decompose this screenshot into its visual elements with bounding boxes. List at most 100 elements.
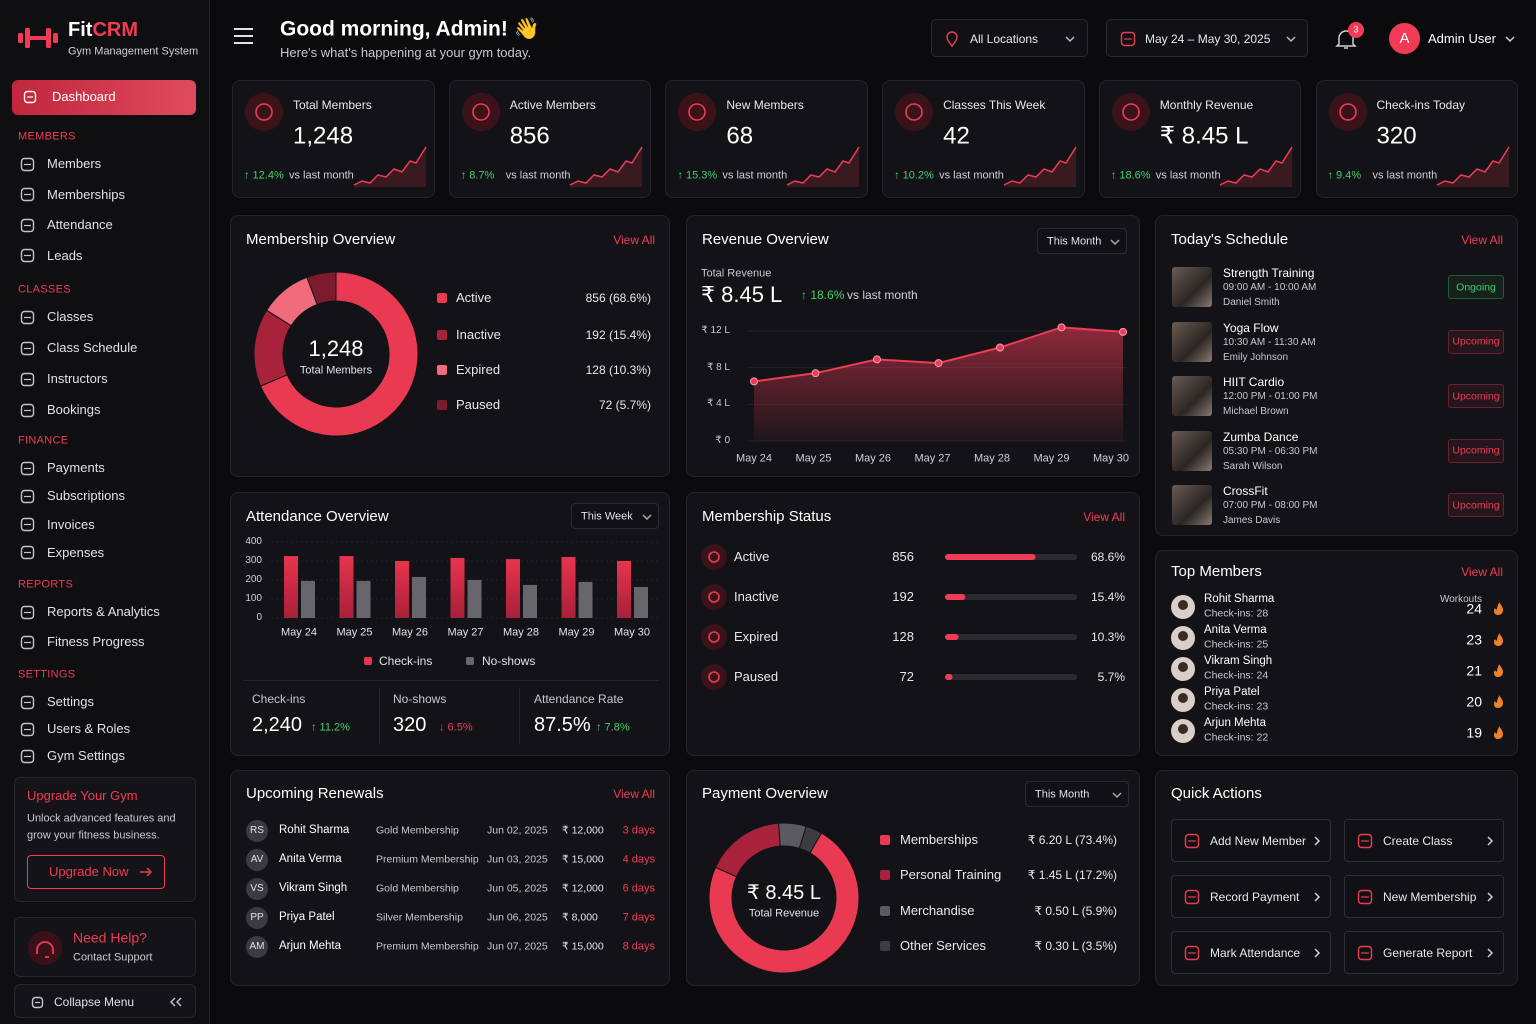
nav-item[interactable]: Bookings [12, 397, 196, 423]
stat-value: 2,240 [252, 714, 303, 736]
filter-label: This Month [1047, 235, 1102, 248]
renewal-date: Jun 03, 2025 [487, 853, 548, 866]
y-tick-label: 300 [245, 555, 262, 566]
nav-item[interactable]: Gym Settings [12, 743, 196, 769]
logo-text: FitCRM [68, 18, 138, 42]
renewal-name: Priya Patel [279, 911, 335, 924]
notification-count: 3 [1353, 24, 1359, 35]
help-card[interactable]: Need Help? Contact Support [14, 917, 196, 977]
x-tick-label: May 26 [854, 452, 892, 465]
member-avatar [1178, 631, 1188, 641]
quick-action-button[interactable]: Mark Attendance [1171, 931, 1331, 974]
class-thumbnail [1172, 321, 1212, 362]
filter-select[interactable]: This Month [1037, 228, 1127, 254]
graphic [946, 31, 958, 48]
nav-label: Subscriptions [47, 488, 126, 504]
quick-action-button[interactable]: New Membership [1344, 875, 1504, 918]
location-select[interactable]: All Locations [931, 19, 1088, 57]
nav-item[interactable]: Members [12, 151, 196, 177]
quick-action-button[interactable]: Create Class [1344, 819, 1504, 862]
payment-overview: Payment Overview This Month ₹ 8.45 L Total … [686, 770, 1140, 986]
graphic [20, 403, 34, 417]
link-label: View All [1461, 564, 1503, 579]
logo-icon [18, 33, 23, 43]
filter-select[interactable]: This Week [571, 503, 659, 529]
kpi-icon [1111, 93, 1150, 131]
date-select[interactable]: May 24 – May 30, 2025 [1106, 19, 1308, 57]
renewal-date: Jun 02, 2025 [487, 824, 548, 837]
graphic [353, 146, 427, 187]
tagline: Gym Management System [68, 45, 199, 58]
nav-item[interactable]: Expenses [12, 540, 196, 566]
nav-active[interactable]: Dashboard [12, 80, 196, 115]
quick-action-button[interactable]: Add New Member [1171, 819, 1331, 862]
graphic [678, 93, 717, 131]
renewal-date: Jun 06, 2025 [487, 911, 548, 924]
sparkline-area [1437, 147, 1510, 187]
renewal-initials: RS [250, 825, 264, 836]
graphic [1220, 146, 1294, 187]
nav-item[interactable]: Users & Roles [12, 716, 196, 742]
notifications[interactable]: 3 [1334, 22, 1364, 54]
point [1057, 323, 1066, 332]
legend-swatch [880, 940, 890, 951]
kpi-note: vs last month [939, 169, 1004, 182]
user-menu[interactable]: A Admin User [1388, 22, 1520, 56]
renewal-name: Anita Verma [279, 853, 342, 866]
total-change: ↑ 18.6% [801, 287, 845, 302]
bar [945, 594, 966, 600]
nav-item[interactable]: Class Schedule [12, 335, 196, 361]
kpi-icon [1338, 103, 1357, 121]
nav-item[interactable]: Attendance [12, 212, 196, 238]
nav-section: CLASSES [18, 283, 71, 296]
kpi-change: ↑ 8.7% [460, 169, 495, 182]
nav-item[interactable]: Payments [12, 455, 196, 481]
kpi-icon [678, 93, 717, 131]
quick-action-button[interactable]: Generate Report [1344, 931, 1504, 974]
kpi-note: vs last month [722, 169, 788, 182]
nav-item[interactable]: Reports & Analytics [12, 599, 196, 625]
filter-select[interactable]: This Month [1025, 781, 1129, 807]
kpi-value: 42 [943, 122, 970, 150]
bar [356, 580, 371, 618]
graphic [1120, 31, 1136, 47]
nav-item[interactable]: Subscriptions [12, 483, 196, 509]
nav-item[interactable]: Memberships [12, 182, 196, 208]
kpi-icon [461, 93, 500, 131]
logo-part: CRM [92, 19, 138, 41]
total-label: Total Revenue [701, 267, 772, 280]
graphic [31, 996, 43, 1008]
bar [617, 561, 631, 618]
nav-item[interactable]: Fitness Progress [12, 629, 196, 655]
nav-item[interactable]: Classes [12, 304, 196, 330]
upgrade-button[interactable]: Upgrade Now [27, 855, 165, 889]
sparkline [786, 146, 860, 186]
donut-segment [306, 271, 337, 306]
graphic [570, 146, 644, 187]
chevron [1112, 792, 1122, 799]
member-workouts: 20 [1466, 693, 1482, 710]
bar [284, 556, 298, 618]
status-icon [701, 664, 727, 690]
kpi-icon [471, 103, 490, 121]
member-name: Rohit Sharma [1204, 593, 1275, 606]
collapse-button[interactable]: Collapse Menu [14, 984, 196, 1018]
nav-item[interactable]: Instructors [12, 366, 196, 392]
quick-action-button[interactable]: Record Payment [1171, 875, 1331, 918]
top-members: Top Members View All Workouts Rohit Sharma C… [1155, 550, 1518, 756]
sparkline [1003, 146, 1077, 186]
collapse-label: Collapse Menu [54, 994, 135, 1009]
nav-item[interactable]: Settings [12, 689, 196, 715]
nav-item[interactable]: Invoices [12, 512, 196, 538]
member-name: Priya Patel [1204, 686, 1260, 699]
class-trainer: James Davis [1223, 515, 1281, 526]
sparkline-area [1220, 147, 1293, 187]
graphic [1357, 833, 1373, 849]
graphic [170, 997, 182, 1007]
graphic [20, 461, 34, 475]
action-label: New Membership [1383, 889, 1477, 904]
y-tick-label: 200 [245, 574, 262, 585]
kpi-change: ↑ 10.2% [894, 169, 934, 182]
status-count: 128 [892, 629, 914, 645]
nav-item[interactable]: Leads [12, 243, 196, 269]
